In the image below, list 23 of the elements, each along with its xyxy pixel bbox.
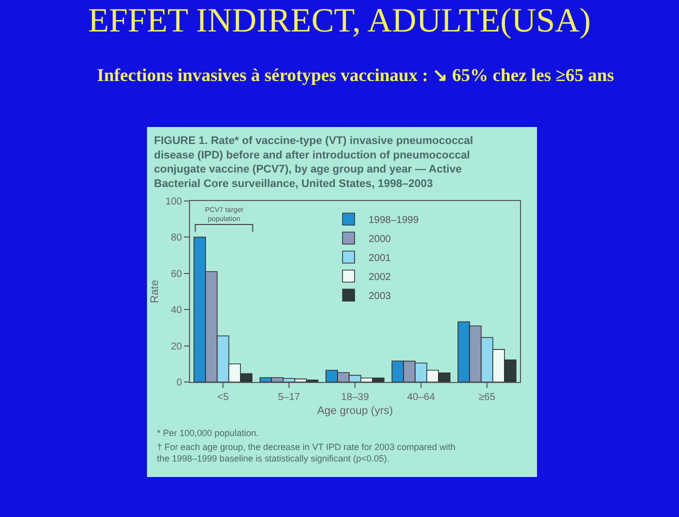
x-tick-label: 5–17 <box>278 392 301 403</box>
legend-label: 2001 <box>368 253 392 264</box>
x-tick-label: 18–39 <box>341 392 370 403</box>
y-tick-label: 100 <box>165 196 182 208</box>
y-tick-label: 80 <box>170 232 182 244</box>
text: † For each age group, the decrease in VT IPD rate for 2003 compared with the 1998–1999 baseline is statistically significant (p<0.05). <box>157 442 456 464</box>
chart-title: EFFET INDIRECT, ADULTE(USA) <box>88 2 591 40</box>
x-axis-title: Age group (yrs) <box>317 405 393 418</box>
legend-label: 1998–1999 <box>368 215 420 226</box>
chart-subtitle: Infections invasives à sérotypes vaccinaux : ↘ 65% chez les ≥65 ans <box>97 65 614 85</box>
y-tick-label: 20 <box>170 341 182 352</box>
legend-label: 2002 <box>368 272 392 284</box>
y-tick-label: 40 <box>170 305 182 316</box>
y-tick-label: 0 <box>176 378 182 388</box>
caption: FIGURE 1. Rate* of vaccine-type (VT) invasive pneumococcal disease (IPD) before and after introduction of pneumococcal conjugate vaccine (PCV7), by age group and year — Active Bacterial Core surveillance, United States, 1998–2003 <box>154 135 474 190</box>
x-tick-label: <5 <box>217 392 230 403</box>
x-tick-label: 40–64 <box>407 392 436 403</box>
y-tick-label: 60 <box>170 268 182 280</box>
text: * Per 100,000 population. <box>157 428 259 438</box>
legend-label: 2000 <box>368 234 392 246</box>
x-tick-label: ≥65 <box>478 392 496 403</box>
legend-label: 2003 <box>368 291 392 302</box>
y-axis-title: Rate <box>148 280 161 304</box>
